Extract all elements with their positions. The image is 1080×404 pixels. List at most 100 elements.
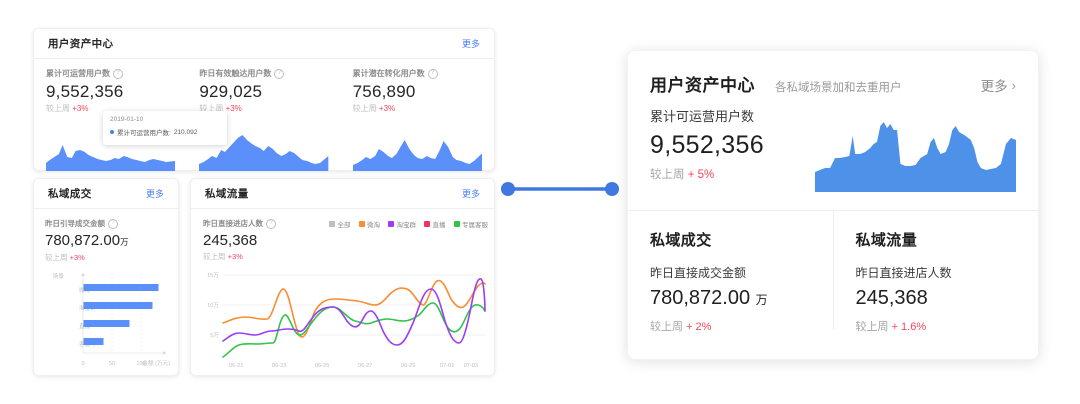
- card-header: 私域成交 更多: [34, 179, 178, 209]
- svg-text:50: 50: [109, 361, 115, 367]
- more-link[interactable]: 更多: [461, 39, 480, 49]
- metric-delta: 较上周 +3%: [353, 103, 482, 114]
- tooltip-series-dot-icon: [110, 130, 114, 134]
- hero-label: 累计可运营用户数: [650, 109, 755, 124]
- svg-text:金额 (万元): 金额 (万元): [142, 359, 170, 367]
- deal-metric-unit: 万: [120, 237, 129, 247]
- sparkline-potential-conversion-users: [352, 133, 482, 171]
- column-delta: 较上周 + 1.6%: [856, 318, 1017, 334]
- legend-label: 直播: [432, 222, 446, 229]
- svg-text:06-21: 06-21: [229, 363, 243, 369]
- question-circle-icon[interactable]: ?: [113, 68, 123, 79]
- svg-text:07-01: 07-01: [440, 363, 454, 369]
- traffic-metric-label-text: 昨日直接进店人数: [203, 219, 263, 228]
- right-panel-cumulative-operable-users-chart: [815, 114, 1016, 192]
- user-asset-center-card: 用户资产中心 更多 累计可运营用户数 ? 9,552,356 较上周 +3%: [33, 28, 495, 171]
- column-unit: 万: [755, 293, 768, 307]
- hero-delta-value: + 5%: [687, 169, 715, 181]
- legend-label: 专属客服: [462, 222, 488, 229]
- question-circle-icon[interactable]: ?: [274, 68, 285, 79]
- panel-column-traffic: 私域流量 昨日直接进店人数 245,368 较上周 + 1.6%: [832, 211, 1039, 333]
- metric-delta-prefix: 较上周: [46, 104, 73, 113]
- svg-text:06-29: 06-29: [401, 363, 415, 369]
- metric-potential-conversion-users: 累计潜在转化用户数 ? 756,890 较上周 +3%: [341, 68, 494, 171]
- legend-swatch-icon: [358, 221, 365, 227]
- traffic-metric-delta: 较上周 +3%: [203, 251, 307, 262]
- panel-hero-stats: 累计可运营用户数 9,552,356 较上周 + 5%: [650, 106, 815, 182]
- deal-metric-label-text: 昨日引导成交金额: [45, 219, 105, 228]
- panel-subtitle: 各私域场景加和去重用户: [775, 82, 902, 94]
- svg-text:场景: 场景: [53, 272, 65, 280]
- legend-swatch-icon: [329, 221, 335, 227]
- legend-swatch-icon: [388, 221, 394, 227]
- panel-more-link[interactable]: 更多 ›: [981, 75, 1016, 95]
- chevron-right-icon: ›: [1011, 77, 1016, 93]
- metric-delta: 较上周 +3%: [46, 103, 175, 114]
- metric-label-text: 累计潜在转化用户数: [352, 69, 425, 78]
- legend-item-taobaoqun[interactable]: 淘宝群: [388, 219, 416, 229]
- metric-effective-reach-users: 昨日有效触达用户数 ? 929,025 较上周 +3%: [187, 68, 340, 171]
- column-value: 245,368: [856, 286, 1017, 312]
- private-domain-traffic-card: 私域流量 更多 昨日直接进店人数 ? 245,368 较上周 +3% 全部: [190, 178, 495, 376]
- deal-delta-prefix: 较上周: [45, 253, 70, 262]
- hero-value: 9,552,356: [650, 131, 764, 159]
- private-domain-deal-by-scene-chart: 场景 微淘 淘宝群 直播 客服号: [38, 265, 176, 373]
- deal-metric-value: 780,872.00万: [45, 232, 167, 251]
- svg-text:06-23: 06-23: [272, 363, 286, 369]
- sparkline-effective-reach-users: [199, 133, 329, 171]
- panel-divider: [628, 210, 1038, 211]
- question-circle-icon[interactable]: ?: [266, 218, 276, 229]
- question-circle-icon[interactable]: ?: [427, 68, 438, 79]
- metric-label: 累计潜在转化用户数 ?: [353, 68, 482, 79]
- legend-label: 淘宝群: [396, 222, 417, 229]
- legend-item-all[interactable]: 全部: [329, 219, 351, 229]
- card-title: 私域成交: [48, 188, 92, 200]
- chart-tooltip: 2019-01-10 累计可运营用户数: 210,092: [103, 111, 227, 145]
- panel-more-label: 更多: [980, 79, 1008, 94]
- hero-delta: 较上周 + 5%: [650, 166, 815, 182]
- card-title: 用户资产中心: [48, 38, 114, 50]
- deal-metric-amount: 780,872.00: [45, 232, 121, 249]
- svg-text:07-03: 07-03: [464, 363, 478, 369]
- metric-value: 756,890: [352, 82, 416, 101]
- traffic-delta-value: +3%: [227, 252, 243, 261]
- traffic-metric-label: 昨日直接进店人数 ?: [203, 218, 307, 229]
- traffic-delta-prefix: 较上周: [203, 252, 228, 261]
- legend-item-kefu[interactable]: 专属客服: [453, 219, 488, 229]
- column-title: 私域流量: [855, 232, 918, 249]
- connector-indicator: [498, 181, 622, 197]
- column-delta-value: + 2%: [686, 321, 712, 333]
- metric-delta: 较上周 +3%: [199, 103, 328, 114]
- legend-item-weitao[interactable]: 微淘: [358, 219, 380, 229]
- panel-hero: 累计可运营用户数 9,552,356 较上周 + 5%: [628, 96, 1038, 192]
- card-header: 用户资产中心 更多: [34, 29, 494, 59]
- metric-cumulative-operable-users: 累计可运营用户数 ? 9,552,356 较上周 +3%: [34, 68, 187, 171]
- legend-label: 微淘: [367, 222, 380, 229]
- svg-text:0: 0: [81, 361, 84, 367]
- svg-text:10万: 10万: [207, 302, 219, 309]
- svg-text:5万: 5万: [210, 332, 219, 339]
- deal-metric-label: 昨日引导成交金额 ?: [45, 218, 167, 229]
- tooltip-series-label: 累计可运营用户数:: [117, 130, 171, 137]
- private-domain-traffic-trend-chart: 15万 10万 5万 06-21 06-23 06-25 06-27 06-29…: [193, 263, 493, 373]
- svg-text:06-27: 06-27: [358, 363, 372, 369]
- legend-item-zhibo[interactable]: 直播: [424, 219, 446, 229]
- question-circle-icon[interactable]: ?: [108, 218, 118, 229]
- more-link[interactable]: 更多: [145, 189, 164, 199]
- user-asset-center-panel: 用户资产中心 各私域场景加和去重用户 更多 › 累计可运营用户数 9,552,3…: [627, 50, 1039, 360]
- sparkline-cumulative-operable-users: [46, 133, 176, 171]
- connector-dot-right: [605, 182, 619, 196]
- more-link[interactable]: 更多: [461, 189, 480, 199]
- card-title: 私域流量: [205, 188, 249, 200]
- column-delta: 较上周 + 2%: [650, 318, 811, 334]
- tooltip-date: 2019-01-10: [110, 116, 144, 123]
- tooltip-series-row: 累计可运营用户数: 210,092: [110, 127, 220, 137]
- panel-title: 用户资产中心: [650, 76, 755, 95]
- deal-delta-value: +3%: [69, 253, 85, 262]
- column-value: 780,872.00 万: [650, 286, 811, 312]
- legend-swatch-icon: [453, 221, 460, 227]
- card-body: 昨日引导成交金额 ? 780,872.00万 较上周 +3%: [34, 209, 178, 263]
- column-delta-value: + 1.6%: [891, 321, 927, 333]
- metric-label-text: 昨日有效触达用户数: [199, 69, 272, 78]
